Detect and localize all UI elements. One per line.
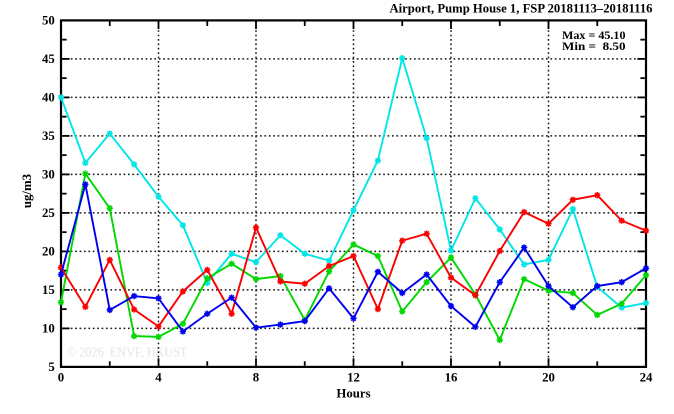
svg-text:Hours: Hours	[336, 387, 370, 401]
svg-text:4: 4	[155, 371, 162, 385]
svg-text:50: 50	[42, 13, 55, 27]
svg-text:12: 12	[347, 371, 360, 385]
svg-text:Min = 8.50: Min = 8.50	[562, 41, 626, 53]
svg-text:10: 10	[42, 321, 55, 335]
svg-text:© 2026 ENVF, HKUST: © 2026 ENVF, HKUST	[67, 345, 188, 360]
svg-text:24: 24	[640, 371, 653, 385]
svg-text:45: 45	[42, 52, 55, 66]
svg-text:Max = 45.10: Max = 45.10	[562, 30, 626, 42]
svg-text:8: 8	[253, 371, 259, 385]
svg-text:25: 25	[42, 206, 55, 220]
svg-text:15: 15	[42, 283, 55, 297]
svg-text:30: 30	[42, 167, 55, 181]
svg-text:40: 40	[42, 90, 55, 104]
svg-text:5: 5	[48, 360, 54, 374]
svg-text:16: 16	[445, 371, 458, 385]
svg-text:ug/m3: ug/m3	[20, 174, 34, 208]
svg-text:20: 20	[42, 244, 55, 258]
svg-text:Airport, Pump House 1, FSP 201: Airport, Pump House 1, FSP 20181113–2018…	[390, 2, 654, 16]
svg-text:35: 35	[42, 129, 55, 143]
svg-text:0: 0	[58, 371, 64, 385]
svg-text:20: 20	[542, 371, 555, 385]
